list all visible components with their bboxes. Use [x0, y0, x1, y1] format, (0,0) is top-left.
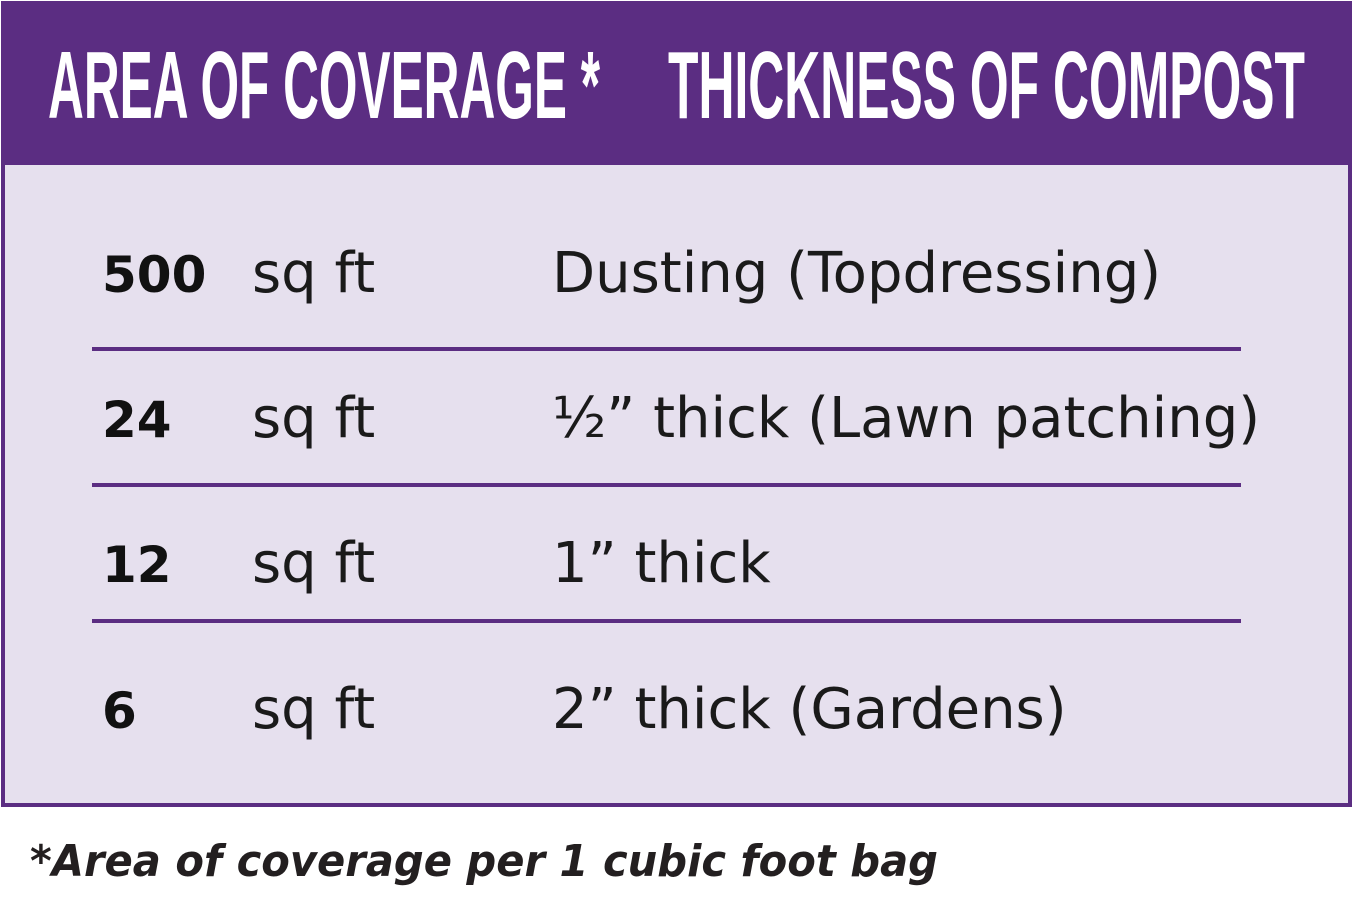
area-number: 500: [102, 246, 206, 304]
header-band: [3, 3, 1350, 165]
area-unit: sq ft: [252, 386, 375, 451]
header-cell: THICKNESS OF COMPOST: [668, 32, 1305, 139]
footnote: *Area of coverage per 1 cubic foot bag: [30, 836, 938, 887]
area-unit: sq ft: [252, 241, 375, 306]
area-number: 6: [102, 682, 137, 740]
thickness: 2” thick (Gardens): [552, 677, 1067, 742]
header-cell: AREA OF COVERAGE *: [48, 32, 600, 139]
thickness: Dusting (Topdressing): [552, 241, 1161, 306]
area-number: 12: [102, 536, 172, 594]
area-number: 24: [102, 391, 172, 449]
thickness: 1” thick: [552, 531, 771, 596]
area-unit: sq ft: [252, 677, 375, 742]
thickness: ½” thick (Lawn patching): [552, 386, 1260, 451]
area-unit: sq ft: [252, 531, 375, 596]
